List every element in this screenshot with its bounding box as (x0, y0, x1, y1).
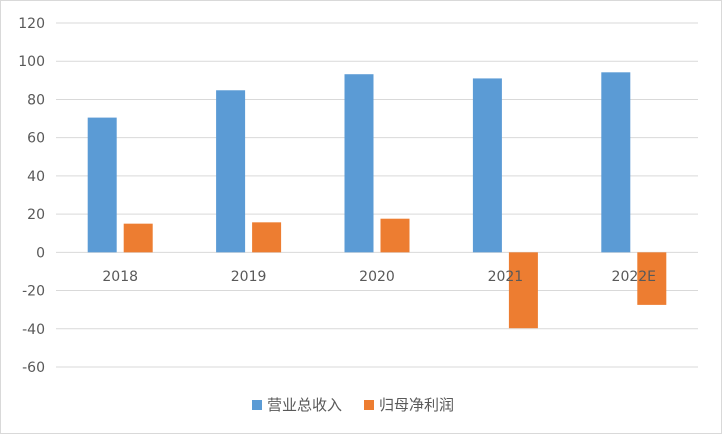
legend-label-series-2: 归母净利润 (379, 396, 454, 414)
y-tick-label: 80 (27, 92, 45, 108)
y-tick-label: 0 (36, 245, 45, 261)
bar-series-2-2021 (508, 252, 538, 329)
bar-series-1-2020 (344, 74, 374, 253)
y-tick-label: -20 (22, 284, 45, 300)
bar-series-2-2019 (252, 222, 282, 253)
x-tick-label: 2019 (231, 269, 267, 285)
y-tick-label: -60 (22, 360, 45, 376)
x-tick-label: 2021 (488, 269, 524, 285)
gridlines (56, 22, 698, 368)
bar-series-2-2020 (380, 218, 410, 253)
y-tick-label: 40 (27, 169, 45, 185)
bar-series-1-2022E (601, 72, 631, 253)
y-tick-label: 120 (18, 16, 45, 32)
bar-series-1-2018 (87, 117, 117, 253)
y-tick-label: -40 (22, 322, 45, 338)
legend-label-series-1: 营业总收入 (267, 396, 342, 414)
legend-swatch-series-2 (364, 400, 374, 410)
bar-series-1-2019 (216, 90, 246, 253)
bar-series-2-2022E (637, 252, 667, 305)
bar-series-2-2018 (123, 223, 153, 253)
y-axis-ticks: 120 100 80 60 40 20 0 -20 -40 -60 (18, 16, 45, 376)
x-tick-label: 2022E (612, 269, 656, 285)
x-axis-ticks: 2018 2019 2020 2021 2022E (102, 269, 656, 285)
y-tick-label: 100 (18, 54, 45, 70)
bar-series-1-2021 (472, 78, 502, 253)
x-tick-label: 2020 (359, 269, 395, 285)
bars (87, 72, 667, 329)
legend-swatch-series-1 (252, 400, 262, 410)
x-tick-label: 2018 (102, 269, 138, 285)
y-tick-label: 20 (27, 207, 45, 223)
y-tick-label: 60 (27, 131, 45, 147)
legend: 营业总收入 归母净利润 (252, 396, 454, 414)
